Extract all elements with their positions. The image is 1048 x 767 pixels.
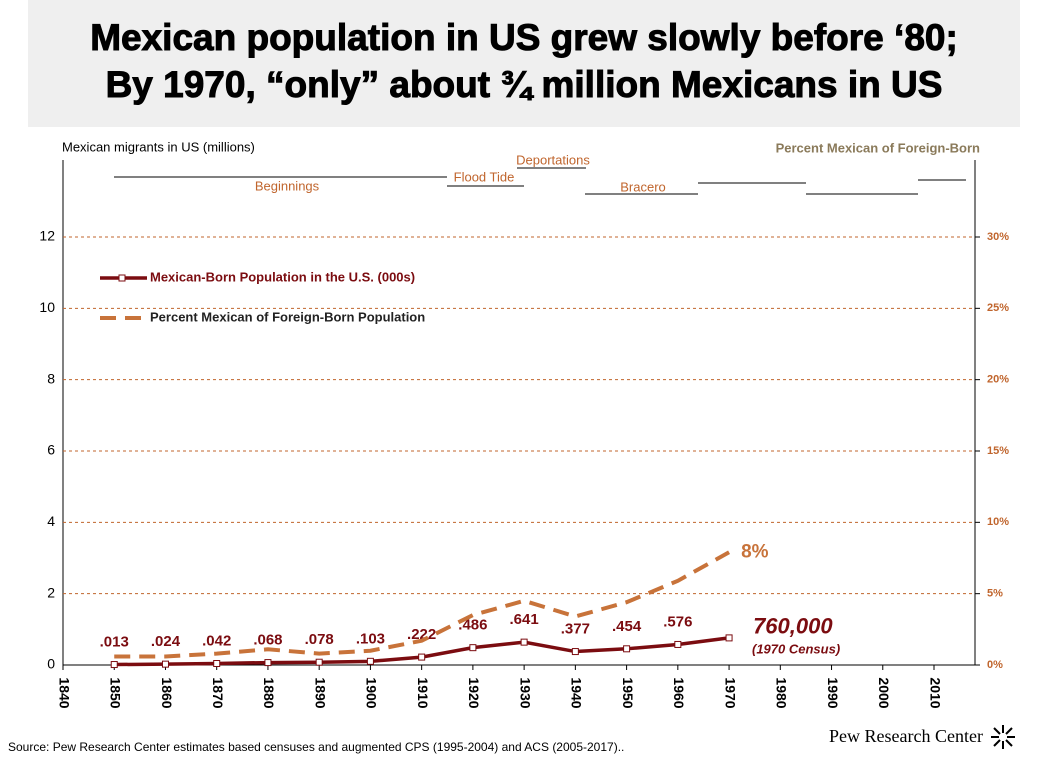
x-tick-label: 1850 bbox=[108, 677, 124, 708]
y-tick-label: 12 bbox=[39, 228, 55, 244]
x-tick-label: 1910 bbox=[415, 677, 431, 708]
marker bbox=[161, 660, 169, 668]
legend-label: Percent Mexican of Foreign-Born Populati… bbox=[150, 309, 425, 324]
brand: Pew Research Center bbox=[829, 726, 983, 746]
era-label: Deportations bbox=[516, 152, 590, 167]
y2-axis-label: Percent Mexican of Foreign-Born bbox=[776, 140, 980, 155]
x-tick-label: 1960 bbox=[671, 677, 687, 708]
data-label: .377 bbox=[561, 621, 590, 638]
data-label: .576 bbox=[663, 613, 692, 630]
era-lines bbox=[114, 167, 966, 195]
marker bbox=[110, 661, 118, 669]
marker bbox=[725, 634, 733, 642]
brand-logo bbox=[991, 725, 1015, 749]
data-label: .068 bbox=[253, 632, 282, 649]
series-line bbox=[114, 550, 731, 659]
x-tick-label: 1880 bbox=[261, 677, 277, 708]
x-tick-label: 1890 bbox=[312, 677, 328, 708]
x-tick-label: 1930 bbox=[517, 677, 533, 708]
data-label: .103 bbox=[356, 630, 385, 647]
marker bbox=[366, 657, 374, 665]
legend-marker bbox=[118, 274, 126, 282]
y2-tick-label: 30% bbox=[987, 231, 1009, 243]
y-tick-label: 8 bbox=[47, 370, 55, 386]
y-tick-label: 6 bbox=[47, 442, 55, 458]
data-label: .042 bbox=[202, 632, 231, 649]
marker bbox=[315, 658, 323, 666]
marker bbox=[213, 660, 221, 668]
y-tick-label: 0 bbox=[47, 656, 55, 672]
data-label: 8% bbox=[741, 541, 769, 562]
y2-tick-label: 25% bbox=[987, 302, 1009, 314]
data-label: .013 bbox=[100, 634, 129, 651]
marker bbox=[418, 653, 426, 661]
data-label: .024 bbox=[151, 633, 181, 650]
data-label: .222 bbox=[407, 626, 436, 643]
x-tick-label: 2010 bbox=[927, 677, 943, 708]
y2-tick-label: 10% bbox=[987, 516, 1009, 528]
y2-tick-label: 15% bbox=[987, 445, 1009, 457]
era-label: Beginnings bbox=[255, 178, 320, 193]
chart-title: By 1970, “only” about ¾ million Mexicans… bbox=[106, 64, 943, 105]
x-tick-label: 1870 bbox=[210, 677, 226, 708]
y2-tick-label: 20% bbox=[987, 374, 1009, 386]
annotation: (1970 Census) bbox=[752, 641, 840, 656]
x-tick-label: 2000 bbox=[876, 677, 892, 708]
data-label: .454 bbox=[612, 618, 642, 635]
y-axis-label: Mexican migrants in US (millions) bbox=[62, 139, 255, 154]
y-tick-label: 2 bbox=[47, 584, 55, 600]
data-label: 760,000 bbox=[753, 614, 833, 639]
legend-label: Mexican-Born Population in the U.S. (000… bbox=[150, 269, 415, 284]
marker bbox=[264, 659, 272, 667]
x-tick-label: 1950 bbox=[620, 677, 636, 708]
x-tick-label: 1840 bbox=[56, 677, 72, 708]
y-tick-label: 10 bbox=[39, 299, 55, 315]
x-tick-label: 1920 bbox=[466, 677, 482, 708]
era-label: Bracero bbox=[620, 179, 666, 194]
marker bbox=[571, 648, 579, 656]
chart-title: Mexican population in US grew slowly bef… bbox=[90, 17, 958, 58]
marker bbox=[520, 638, 528, 646]
data-label: .641 bbox=[510, 611, 539, 628]
era-label: Flood Tide bbox=[454, 169, 515, 184]
x-tick-label: 1990 bbox=[825, 677, 841, 708]
title-box bbox=[28, 0, 1020, 127]
y2-tick-label: 0% bbox=[987, 659, 1003, 671]
source: Source: Pew Research Center estimates ba… bbox=[8, 740, 624, 754]
x-tick-label: 1900 bbox=[364, 677, 380, 708]
x-tick-label: 1940 bbox=[569, 677, 585, 708]
marker bbox=[469, 644, 477, 652]
marker bbox=[674, 640, 682, 648]
data-label: .078 bbox=[305, 631, 334, 648]
y2-tick-label: 5% bbox=[987, 588, 1003, 600]
x-tick-label: 1860 bbox=[159, 677, 175, 708]
x-tick-label: 1980 bbox=[774, 677, 790, 708]
y-tick-label: 4 bbox=[47, 513, 55, 529]
x-tick-label: 1970 bbox=[722, 677, 738, 708]
marker bbox=[623, 645, 631, 653]
